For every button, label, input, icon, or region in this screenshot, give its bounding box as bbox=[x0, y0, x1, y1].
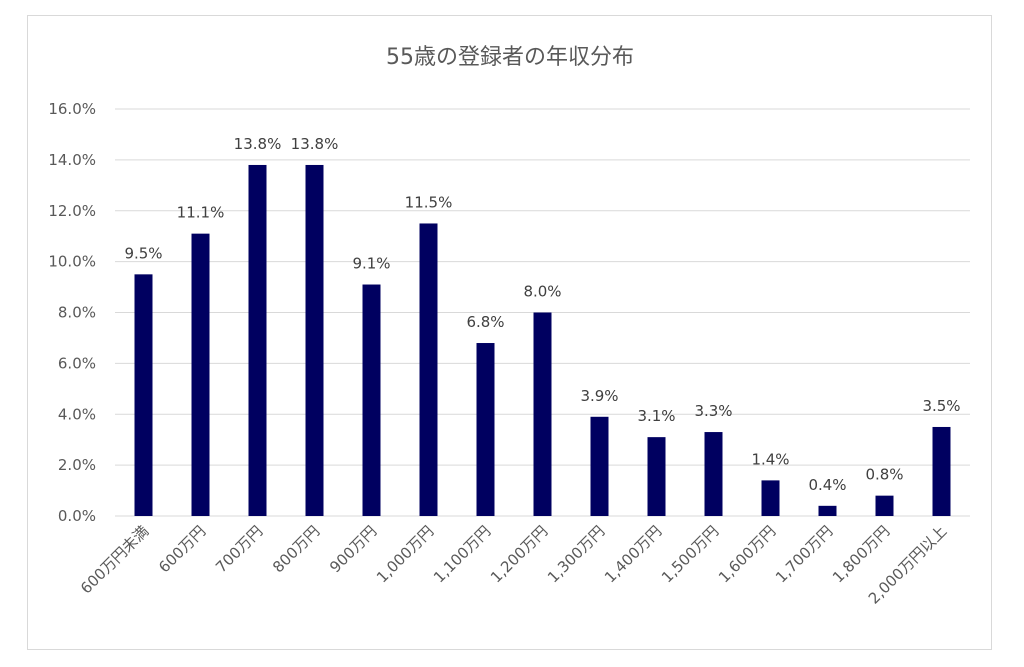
data-label: 0.8% bbox=[865, 466, 903, 484]
bar bbox=[419, 223, 438, 516]
bar bbox=[818, 505, 837, 516]
bar bbox=[362, 284, 381, 516]
bar bbox=[932, 426, 951, 516]
y-tick-label: 4.0% bbox=[58, 405, 96, 423]
chart-frame bbox=[27, 15, 992, 650]
data-label: 3.1% bbox=[637, 407, 675, 425]
data-label: 9.1% bbox=[352, 255, 390, 273]
x-tick-label: 1,300万円 bbox=[544, 522, 608, 586]
y-tick-label: 2.0% bbox=[58, 456, 96, 474]
x-tick-label: 1,000万円 bbox=[373, 522, 437, 586]
data-label: 3.5% bbox=[922, 397, 960, 415]
data-label: 3.3% bbox=[694, 402, 732, 420]
bar bbox=[134, 274, 153, 516]
bar bbox=[647, 437, 666, 516]
y-tick-label: 6.0% bbox=[58, 354, 96, 372]
data-label: 6.8% bbox=[466, 313, 504, 331]
data-label: 3.9% bbox=[580, 387, 618, 405]
chart-title: 55歳の登録者の年収分布 bbox=[386, 45, 634, 70]
x-tick-label: 1,200万円 bbox=[487, 522, 551, 586]
y-tick-label: 14.0% bbox=[48, 151, 96, 169]
bar bbox=[761, 480, 780, 516]
y-tick-label: 8.0% bbox=[58, 304, 96, 322]
x-tick-label: 600万円 bbox=[155, 522, 209, 576]
bar bbox=[248, 164, 267, 516]
bar bbox=[533, 312, 552, 516]
x-tick-label: 900万円 bbox=[326, 522, 380, 576]
y-tick-label: 0.0% bbox=[58, 507, 96, 525]
x-tick-label: 1,700万円 bbox=[772, 522, 836, 586]
data-label: 13.8% bbox=[291, 135, 339, 153]
bar bbox=[590, 416, 609, 516]
bar bbox=[875, 495, 894, 516]
data-label: 1.4% bbox=[751, 450, 789, 468]
data-label: 11.5% bbox=[405, 193, 453, 211]
bar bbox=[476, 343, 495, 516]
x-tick-label: 600万円未満 bbox=[77, 522, 152, 597]
x-tick-label: 1,600万円 bbox=[715, 522, 779, 586]
y-tick-label: 16.0% bbox=[48, 100, 96, 118]
x-tick-label: 1,500万円 bbox=[658, 522, 722, 586]
data-label: 8.0% bbox=[523, 283, 561, 301]
data-label: 13.8% bbox=[234, 135, 282, 153]
data-label: 9.5% bbox=[124, 244, 162, 262]
y-tick-label: 10.0% bbox=[48, 253, 96, 271]
x-tick-label: 800万円 bbox=[269, 522, 323, 576]
bar bbox=[305, 164, 324, 516]
data-label: 0.4% bbox=[808, 476, 846, 494]
bar bbox=[704, 432, 723, 516]
x-tick-label: 1,100万円 bbox=[430, 522, 494, 586]
y-tick-label: 12.0% bbox=[48, 202, 96, 220]
x-tick-label: 1,400万円 bbox=[601, 522, 665, 586]
x-tick-label: 700万円 bbox=[212, 522, 266, 576]
data-label: 11.1% bbox=[177, 204, 225, 222]
bar bbox=[191, 233, 210, 517]
